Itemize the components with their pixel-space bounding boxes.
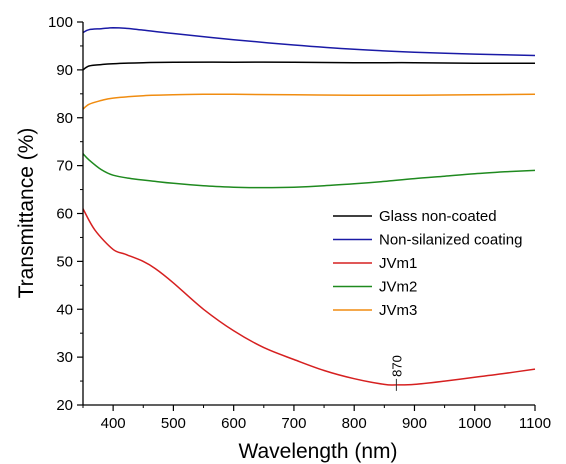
series-line-jvm1 [82,208,536,386]
series-line-glass-non-coated [82,61,536,71]
series-line-jvm3 [82,93,536,110]
y-tick-label: 20 [56,397,73,414]
annotation-label: 870 [389,355,404,377]
x-tick-label: 1100 [519,415,551,432]
y-tick-label: 60 [56,206,73,223]
legend-label-jvm1: JVm1 [379,255,417,272]
legend-label-non-silanized-coating: Non-silanized coating [379,232,522,249]
y-tick-label: 70 [56,158,73,175]
legend-label-jvm3: JVm3 [379,302,417,319]
series-line-jvm2 [82,153,536,189]
x-tick-label: 900 [402,415,427,432]
y-tick-label: 50 [56,253,73,270]
x-tick-label: 400 [101,415,126,432]
x-axis-title: Wavelength (nm) [238,440,397,463]
y-tick-label: 40 [56,301,73,318]
y-tick-label: 80 [56,110,73,127]
x-tick-label: 600 [221,415,246,432]
x-tick-label: 1000 [458,415,491,432]
y-tick-label: 90 [56,62,73,79]
y-axis-title: Transmittance (%) [15,128,38,299]
legend: Glass non-coated Non-silanized coating JVm… [333,208,522,319]
x-tick-label: 500 [161,415,186,432]
series-line-non-silanized-coating [82,26,536,57]
x-tick-label: 800 [342,415,367,432]
y-tick-label: 30 [56,349,73,366]
series-lines [82,26,536,386]
axes: 20 30 40 50 60 70 80 90 100 400 500 600 700 800 900 100… [48,14,551,432]
legend-label-glass-non-coated: Glass non-coated [379,208,497,225]
x-tick-label: 700 [281,415,306,432]
annotations: 870 [389,355,404,391]
legend-label-jvm2: JVm2 [379,279,417,296]
y-tick-label: 100 [48,14,73,31]
